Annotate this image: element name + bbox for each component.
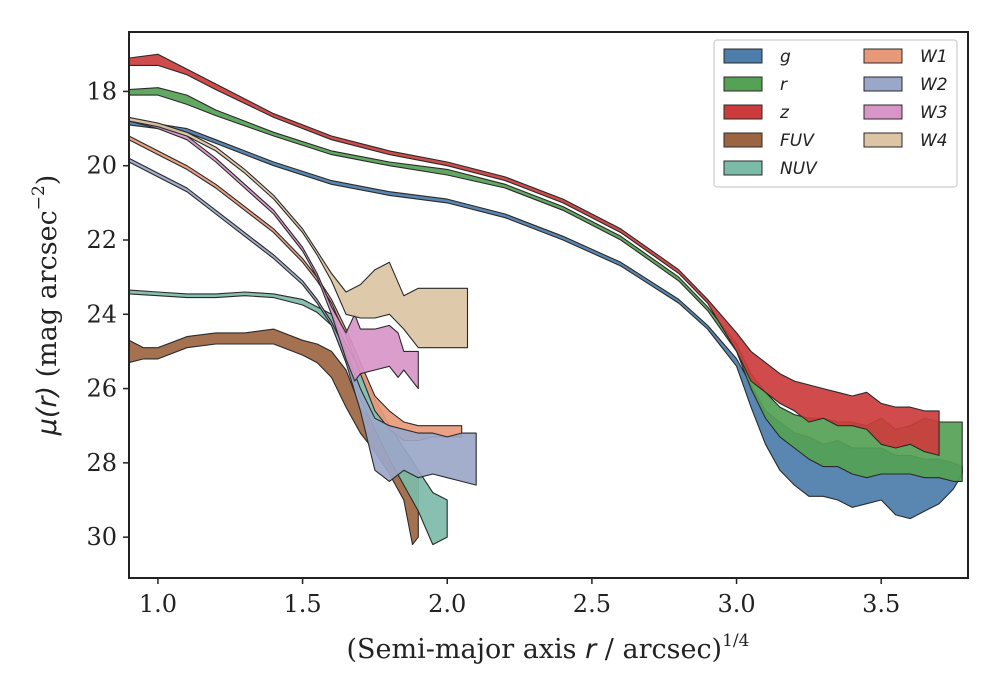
x-axis-label-suffix: / arcsec): [596, 634, 722, 665]
x-tick-label: 1.5: [284, 590, 322, 618]
legend-swatch-w2: [863, 76, 903, 92]
x-tick-label: 3.5: [862, 590, 900, 618]
y-tick-label: 18: [86, 77, 117, 105]
x-tick-label: 3.0: [717, 590, 755, 618]
x-axis-label-prefix: (Semi-major axis: [347, 634, 586, 665]
legend-swatch-w1: [863, 48, 903, 64]
legend-swatch-fuv: [723, 132, 763, 148]
y-axis-label-exponent: −2: [29, 185, 49, 210]
x-tick-label: 2.5: [573, 590, 611, 618]
y-axis-label-var: μ(r): [32, 386, 63, 436]
y-tick-label: 26: [86, 375, 117, 403]
bands-layer: [129, 53, 963, 546]
legend-swatch-nuv: [723, 160, 763, 176]
legend-items: grz FUV NUV W1 W2 W3 W4: [723, 47, 948, 179]
legend-label-w3: W3: [920, 103, 948, 123]
legend-label-w2: W2: [920, 75, 948, 95]
x-axis-label-exponent: 1/4: [722, 631, 749, 651]
band-w2: [129, 157, 477, 486]
legend: grz FUV NUV W1 W2 W3 W4: [713, 39, 958, 188]
y-tick-label: 30: [86, 523, 117, 551]
x-tick-label: 1.0: [139, 590, 177, 618]
y-axis-label-rest: (mag arcsec: [32, 210, 63, 386]
legend-label-w1: W1: [920, 47, 948, 67]
y-tick-label: 20: [86, 152, 117, 180]
y-tick-label: 22: [86, 226, 117, 254]
y-axis-label: μ(r) (mag arcsec−2): [29, 175, 63, 437]
legend-label-g: g: [780, 47, 791, 67]
legend-swatch-w4: [863, 132, 903, 148]
legend-label-r: r: [780, 75, 788, 95]
band-w3: [129, 116, 419, 390]
y-tick-label: 24: [86, 300, 117, 328]
legend-label-w4: W4: [920, 131, 948, 151]
y-axis-label-close: ): [32, 175, 63, 186]
band-z: [129, 53, 940, 456]
band-fuv: [129, 328, 419, 546]
x-axis-label: (Semi-major axis r / arcsec)1/4: [347, 631, 750, 665]
x-axis: 1.0 1.5 2.0 2.5 3.0 3.5: [139, 578, 900, 618]
legend-swatch-r: [723, 76, 763, 92]
plot-frame: [128, 31, 969, 579]
legend-swatch-z: [723, 104, 763, 120]
legend-swatch-w3: [863, 104, 903, 120]
y-tick-label: 28: [86, 449, 117, 477]
band-w4: [129, 116, 469, 349]
legend-label-nuv: NUV: [780, 159, 818, 179]
legend-label-fuv: FUV: [780, 131, 815, 151]
x-tick-label: 2.0: [428, 590, 466, 618]
y-axis: 18 20 22 24 26 28 30: [86, 77, 129, 551]
legend-label-z: z: [779, 103, 790, 123]
x-axis-label-var: r: [585, 634, 598, 665]
legend-swatch-g: [723, 48, 763, 64]
